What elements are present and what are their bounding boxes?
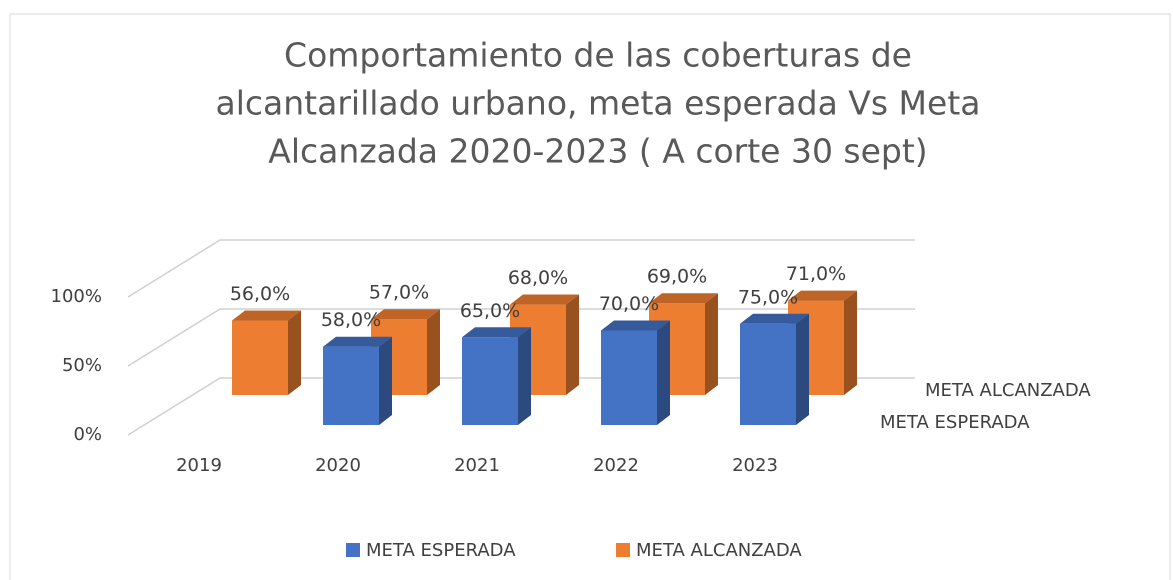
bar-top: [740, 313, 809, 324]
bar: [601, 320, 670, 425]
bar-side: [566, 294, 579, 395]
bar-front: [740, 323, 796, 425]
bar-side: [844, 290, 857, 395]
bar-top: [510, 294, 579, 305]
value-label: 70,0%: [599, 293, 659, 315]
depth-label: META ALCANZADA: [925, 380, 1091, 401]
bar: [323, 336, 392, 425]
bar-front: [462, 337, 518, 425]
y-tick-label: 100%: [51, 286, 102, 307]
bar-front: [601, 330, 657, 425]
grid-line: [127, 239, 915, 298]
bar-side: [288, 310, 301, 395]
value-label: 56,0%: [230, 283, 290, 305]
depth-label: META ESPERADA: [880, 412, 1030, 433]
bar: [740, 313, 809, 425]
x-tick-label: 2019: [176, 455, 222, 476]
legend-swatch: [616, 543, 630, 557]
value-label: 75,0%: [738, 286, 798, 308]
legend-label: META ALCANZADA: [636, 540, 802, 561]
chart-title: Alcanzada 2020-2023 ( A corte 30 sept): [268, 132, 927, 171]
value-label: 57,0%: [369, 282, 429, 304]
bar-top: [323, 336, 392, 347]
legend-label: META ESPERADA: [366, 540, 516, 561]
bar: [232, 310, 301, 395]
bar-side: [379, 336, 392, 425]
bar-top: [371, 309, 440, 320]
chart-title: alcantarillado urbano, meta esperada Vs …: [216, 84, 981, 123]
chart-title: Comportamiento de las coberturas de: [284, 36, 912, 75]
value-label: 69,0%: [647, 266, 707, 288]
x-tick-label: 2021: [454, 455, 500, 476]
x-tick-label: 2022: [593, 455, 639, 476]
x-tick-label: 2020: [315, 455, 361, 476]
value-label: 71,0%: [786, 263, 846, 285]
bar: [371, 309, 440, 395]
bar-side: [657, 320, 670, 425]
bar-top: [232, 310, 301, 321]
y-tick-label: 0%: [73, 424, 102, 445]
value-label: 58,0%: [321, 309, 381, 331]
value-label: 65,0%: [460, 300, 520, 322]
bar-side: [427, 309, 440, 395]
legend-swatch: [346, 543, 360, 557]
bar-side: [796, 313, 809, 425]
bar-top: [462, 327, 531, 338]
y-tick-label: 50%: [62, 355, 102, 376]
bar-side: [518, 327, 531, 425]
bar-front: [232, 320, 288, 395]
bar-side: [705, 293, 718, 395]
bar-top: [788, 290, 857, 301]
bar: [462, 327, 531, 425]
chart-frame: [9, 13, 1171, 580]
bar-top: [601, 320, 670, 331]
bar-front: [323, 346, 379, 425]
value-label: 68,0%: [508, 267, 568, 289]
x-tick-label: 2023: [732, 455, 778, 476]
bar-top: [649, 293, 718, 304]
